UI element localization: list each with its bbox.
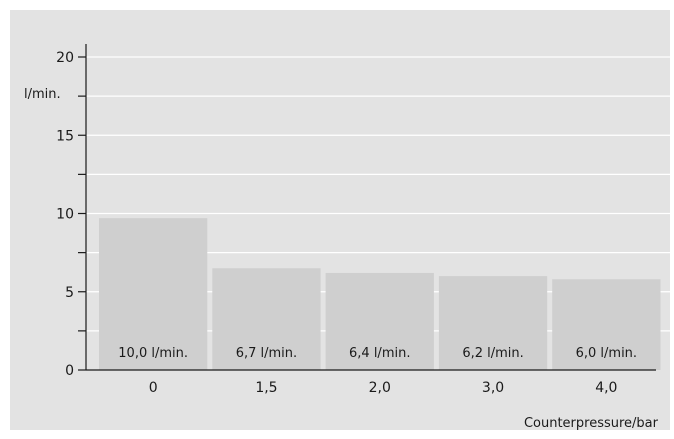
x-tick-label: 4,0 <box>595 380 617 396</box>
data-label: 6,4 l/min. <box>349 346 410 361</box>
y-tick-label: 0 <box>65 363 74 379</box>
labels: 10,0 l/min. 0 6,7 l/min. 1,5 6,4 l/min. 2,0 6,… <box>24 50 659 431</box>
y-tick-label: 20 <box>56 50 74 66</box>
x-tick-label: 1,5 <box>255 380 277 396</box>
data-label: 6,7 l/min. <box>236 346 297 361</box>
bar <box>212 268 321 370</box>
x-tick-label: 2,0 <box>369 380 391 396</box>
x-tick-label: 0 <box>149 380 158 396</box>
bar <box>552 279 661 370</box>
x-axis-label: Counterpressure/bar <box>524 416 659 431</box>
bars <box>99 218 661 370</box>
data-label: 6,0 l/min. <box>576 346 637 361</box>
data-label: 10,0 l/min. <box>118 346 188 361</box>
bar <box>438 276 548 370</box>
y-tick-label: 5 <box>65 285 74 301</box>
y-axis-label: l/min. <box>24 87 61 102</box>
data-label: 6,2 l/min. <box>462 346 523 361</box>
axes <box>78 44 656 371</box>
x-tick-label: 3,0 <box>482 380 504 396</box>
y-tick-label: 15 <box>56 128 74 144</box>
y-tick-label: 10 <box>56 207 74 223</box>
bar <box>325 272 434 370</box>
bar <box>99 218 208 370</box>
